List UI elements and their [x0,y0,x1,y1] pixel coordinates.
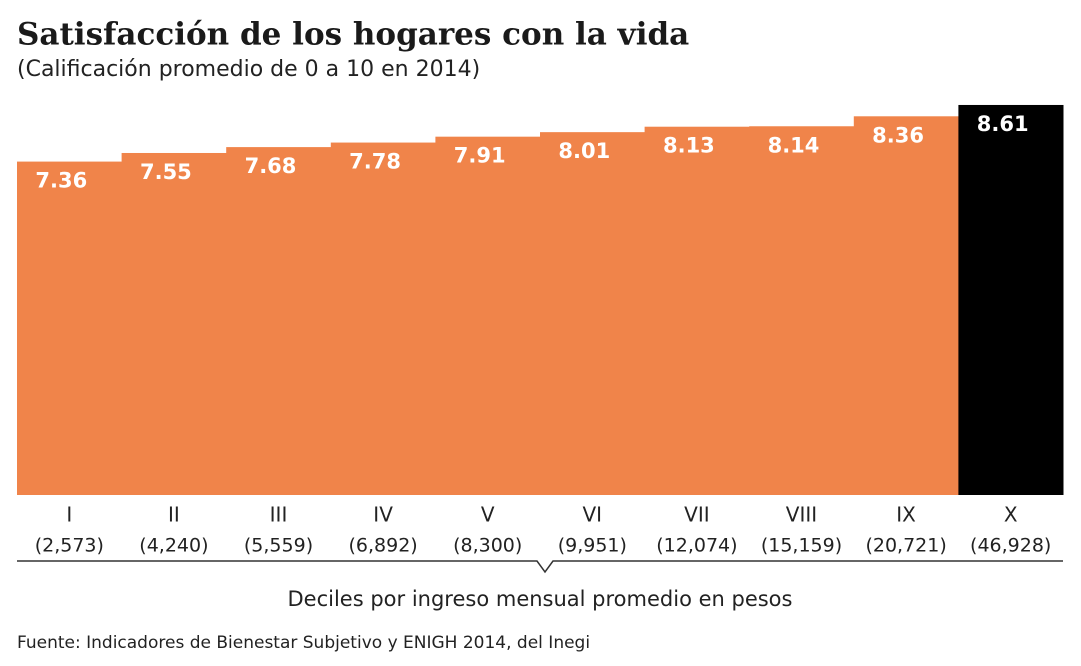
bar [644,126,750,495]
x-tick-note: (8,300) [453,535,522,557]
value-label: 7.36 [35,169,87,193]
x-tick-note: (5,559) [244,535,313,557]
x-tick-note: (2,573) [35,535,104,557]
x-tick-note: (9,951) [558,535,627,557]
bar [958,104,1064,495]
value-label: 7.91 [454,144,506,168]
x-axis-label: Deciles por ingreso mensual promedio en … [288,587,793,611]
chart-title: Satisfacción de los hogares con la vida [17,17,689,53]
x-tick-label: III [270,503,288,527]
x-tick-label: I [66,503,72,527]
value-label: 7.78 [349,150,401,174]
source: Fuente: Indicadores de Bienestar Subjeti… [17,633,590,653]
value-label: 8.61 [977,112,1029,136]
x-tick-label: VIII [786,503,817,527]
x-tick-note: (4,240) [139,535,208,557]
x-tick-note: (6,892) [348,535,417,557]
x-tick-label: IV [373,503,393,527]
x-tick-label: II [168,503,180,527]
bar [330,142,436,496]
value-label: 7.68 [245,154,297,178]
x-tick-label: VII [684,503,709,527]
bar [435,136,541,495]
x-tick-label: X [1004,503,1018,527]
x-tick-note: (46,928) [970,535,1051,557]
x-tick-label: VI [583,503,603,527]
axis-bracket [17,560,1063,574]
bar [853,116,959,496]
bar [121,152,227,496]
x-tick-label: V [481,503,495,527]
bar [17,161,123,496]
value-label: 8.36 [872,123,924,147]
bar [540,132,646,495]
value-label: 8.14 [768,133,820,157]
chart-subtitle: (Calificación promedio de 0 a 10 en 2014… [17,57,480,82]
bar [749,126,855,496]
x-tick-note: (15,159) [761,535,842,557]
x-tick-note: (12,074) [656,535,737,557]
value-label: 8.01 [558,139,610,163]
x-tick-note: (20,721) [865,535,946,557]
value-label: 7.55 [140,160,192,184]
bar [226,147,332,495]
value-label: 8.13 [663,134,715,158]
x-tick-label: IX [896,503,916,527]
